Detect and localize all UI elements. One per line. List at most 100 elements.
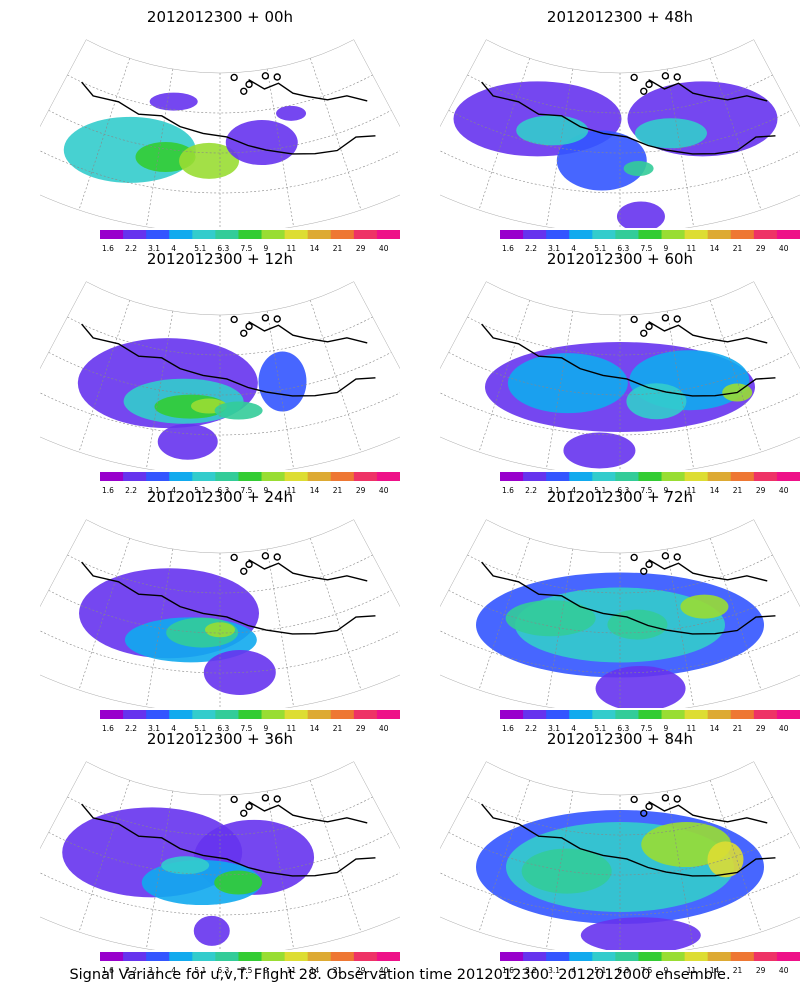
colorbar: 1.6 2.2 3.1 4 5.1 6.3 7.5 9 11 14 21 29 40: [500, 710, 800, 733]
variance-region: [580, 917, 701, 950]
colorbar-swatch: [146, 952, 170, 961]
colorbar-swatch: [638, 710, 663, 719]
colorbar: 1.6 2.2 3.1 4 5.1 6.3 7.5 9 11 14 21 29 40: [100, 710, 400, 733]
variance-region: [149, 92, 198, 111]
colorbar-label: 40: [379, 486, 389, 495]
colorbar-swatch: [169, 710, 193, 719]
colorbar-swatch: [684, 710, 709, 719]
colorbar-swatch: [261, 472, 286, 481]
colorbar-label: 29: [756, 966, 766, 975]
colorbar-label: 14: [710, 724, 720, 733]
colorbar-label: 3.1: [148, 966, 160, 975]
variance-map: [40, 761, 400, 950]
colorbar-label: 29: [756, 244, 766, 253]
colorbar-swatch: [684, 472, 709, 481]
variance-region: [214, 401, 263, 420]
colorbar-swatch: [376, 472, 400, 481]
colorbar-label: 6.3: [217, 244, 229, 253]
colorbar-label: 21: [333, 244, 343, 253]
colorbar-label: 4: [571, 724, 576, 733]
colorbar-label: 1.6: [502, 244, 514, 253]
colorbar-label: 21: [333, 486, 343, 495]
colorbar-swatch: [592, 472, 616, 481]
colorbar-label: 11: [287, 486, 297, 495]
colorbar-label: 3.1: [148, 244, 160, 253]
colorbar-swatch: [523, 952, 547, 961]
colorbar-swatch: [353, 472, 378, 481]
colorbar-swatch: [146, 472, 170, 481]
colorbar-label: 5.1: [594, 486, 606, 495]
colorbar-label: 1.6: [502, 486, 514, 495]
colorbar-swatch: [192, 710, 216, 719]
colorbar-label: 40: [379, 724, 389, 733]
colorbar-swatch: [638, 230, 663, 239]
colorbar-swatch: [546, 230, 570, 239]
variance-region: [634, 118, 707, 149]
variance-region: [157, 423, 218, 460]
colorbar-label: 11: [687, 966, 697, 975]
colorbar-swatch: [523, 710, 547, 719]
colorbar-label: 11: [687, 244, 697, 253]
colorbar-swatch: [100, 952, 124, 961]
colorbar-label: 7.5: [640, 244, 652, 253]
colorbar-swatch: [353, 230, 378, 239]
colorbar: 1.6 2.2 3.1 4 5.1 6.3 7.5 9 11 14 21 29 40: [100, 472, 400, 495]
colorbar-swatch: [569, 710, 593, 719]
variance-map: [440, 39, 800, 228]
coastline: [81, 314, 376, 397]
colorbar-label: 21: [333, 966, 343, 975]
map-panel: 2012012300 + 24h 1.6 2.2 3.1 4 5.1 6.3 7.5 9 11 14…: [40, 488, 400, 733]
colorbar-swatch: [707, 472, 732, 481]
variance-region: [626, 383, 687, 420]
colorbar-swatch: [753, 472, 778, 481]
colorbar-label: 7.5: [640, 486, 652, 495]
variance-region: [276, 105, 307, 121]
map-panel: 2012012300 + 12h 1.6 2.2 3.1 4 5.1 6.3 7.5 9 11 14…: [40, 250, 400, 495]
colorbar-swatch: [376, 230, 400, 239]
graticule: [440, 300, 800, 470]
colorbar-label: 7.5: [640, 966, 652, 975]
colorbar-label: 6.3: [617, 244, 629, 253]
colorbar-label: 4: [571, 966, 576, 975]
colorbar-label: 7.5: [640, 724, 652, 733]
colorbar-swatch: [523, 472, 547, 481]
colorbar-swatch: [707, 230, 732, 239]
colorbar-swatch: [776, 472, 800, 481]
colorbar-swatch: [192, 230, 216, 239]
variance-region: [556, 130, 647, 191]
colorbar-swatch: [500, 952, 524, 961]
colorbar-label: 21: [733, 966, 743, 975]
colorbar-swatch: [146, 230, 170, 239]
colorbar-label: 4: [171, 244, 176, 253]
colorbar-label: 29: [756, 486, 766, 495]
coastline: [481, 314, 776, 397]
variance-map: [440, 281, 800, 470]
colorbar-swatch: [592, 952, 616, 961]
colorbar-swatch: [592, 710, 616, 719]
colorbar-swatch: [730, 472, 755, 481]
colorbar-swatch: [776, 230, 800, 239]
colorbar-swatch: [638, 952, 663, 961]
colorbar-label: 29: [356, 486, 366, 495]
colorbar-label: 40: [779, 244, 789, 253]
map-panel: 2012012300 + 00h 1.6 2.2 3.1 4 5.1 6.3 7.5 9 11 14…: [40, 8, 400, 253]
coastline: [81, 72, 376, 155]
colorbar-swatch: [546, 472, 570, 481]
colorbar-label: 5.1: [594, 966, 606, 975]
colorbar-label: 40: [779, 486, 789, 495]
variance-map: [40, 39, 400, 228]
colorbar-label: 11: [687, 486, 697, 495]
colorbar-label: 40: [379, 966, 389, 975]
colorbar-swatch: [546, 952, 570, 961]
colorbar-swatch: [661, 472, 686, 481]
colorbar-label: 3.1: [548, 724, 560, 733]
panel-title: 2012012300 + 48h: [546, 8, 694, 26]
colorbar-label: 1.6: [502, 724, 514, 733]
colorbar-swatch: [730, 230, 755, 239]
panel-title: 2012012300 + 36h: [146, 730, 294, 748]
colorbar-label: 29: [356, 724, 366, 733]
colorbar-label: 9: [264, 966, 269, 975]
colorbar-swatch: [592, 230, 616, 239]
colorbar-label: 3.1: [548, 486, 560, 495]
colorbar-swatch: [123, 472, 147, 481]
